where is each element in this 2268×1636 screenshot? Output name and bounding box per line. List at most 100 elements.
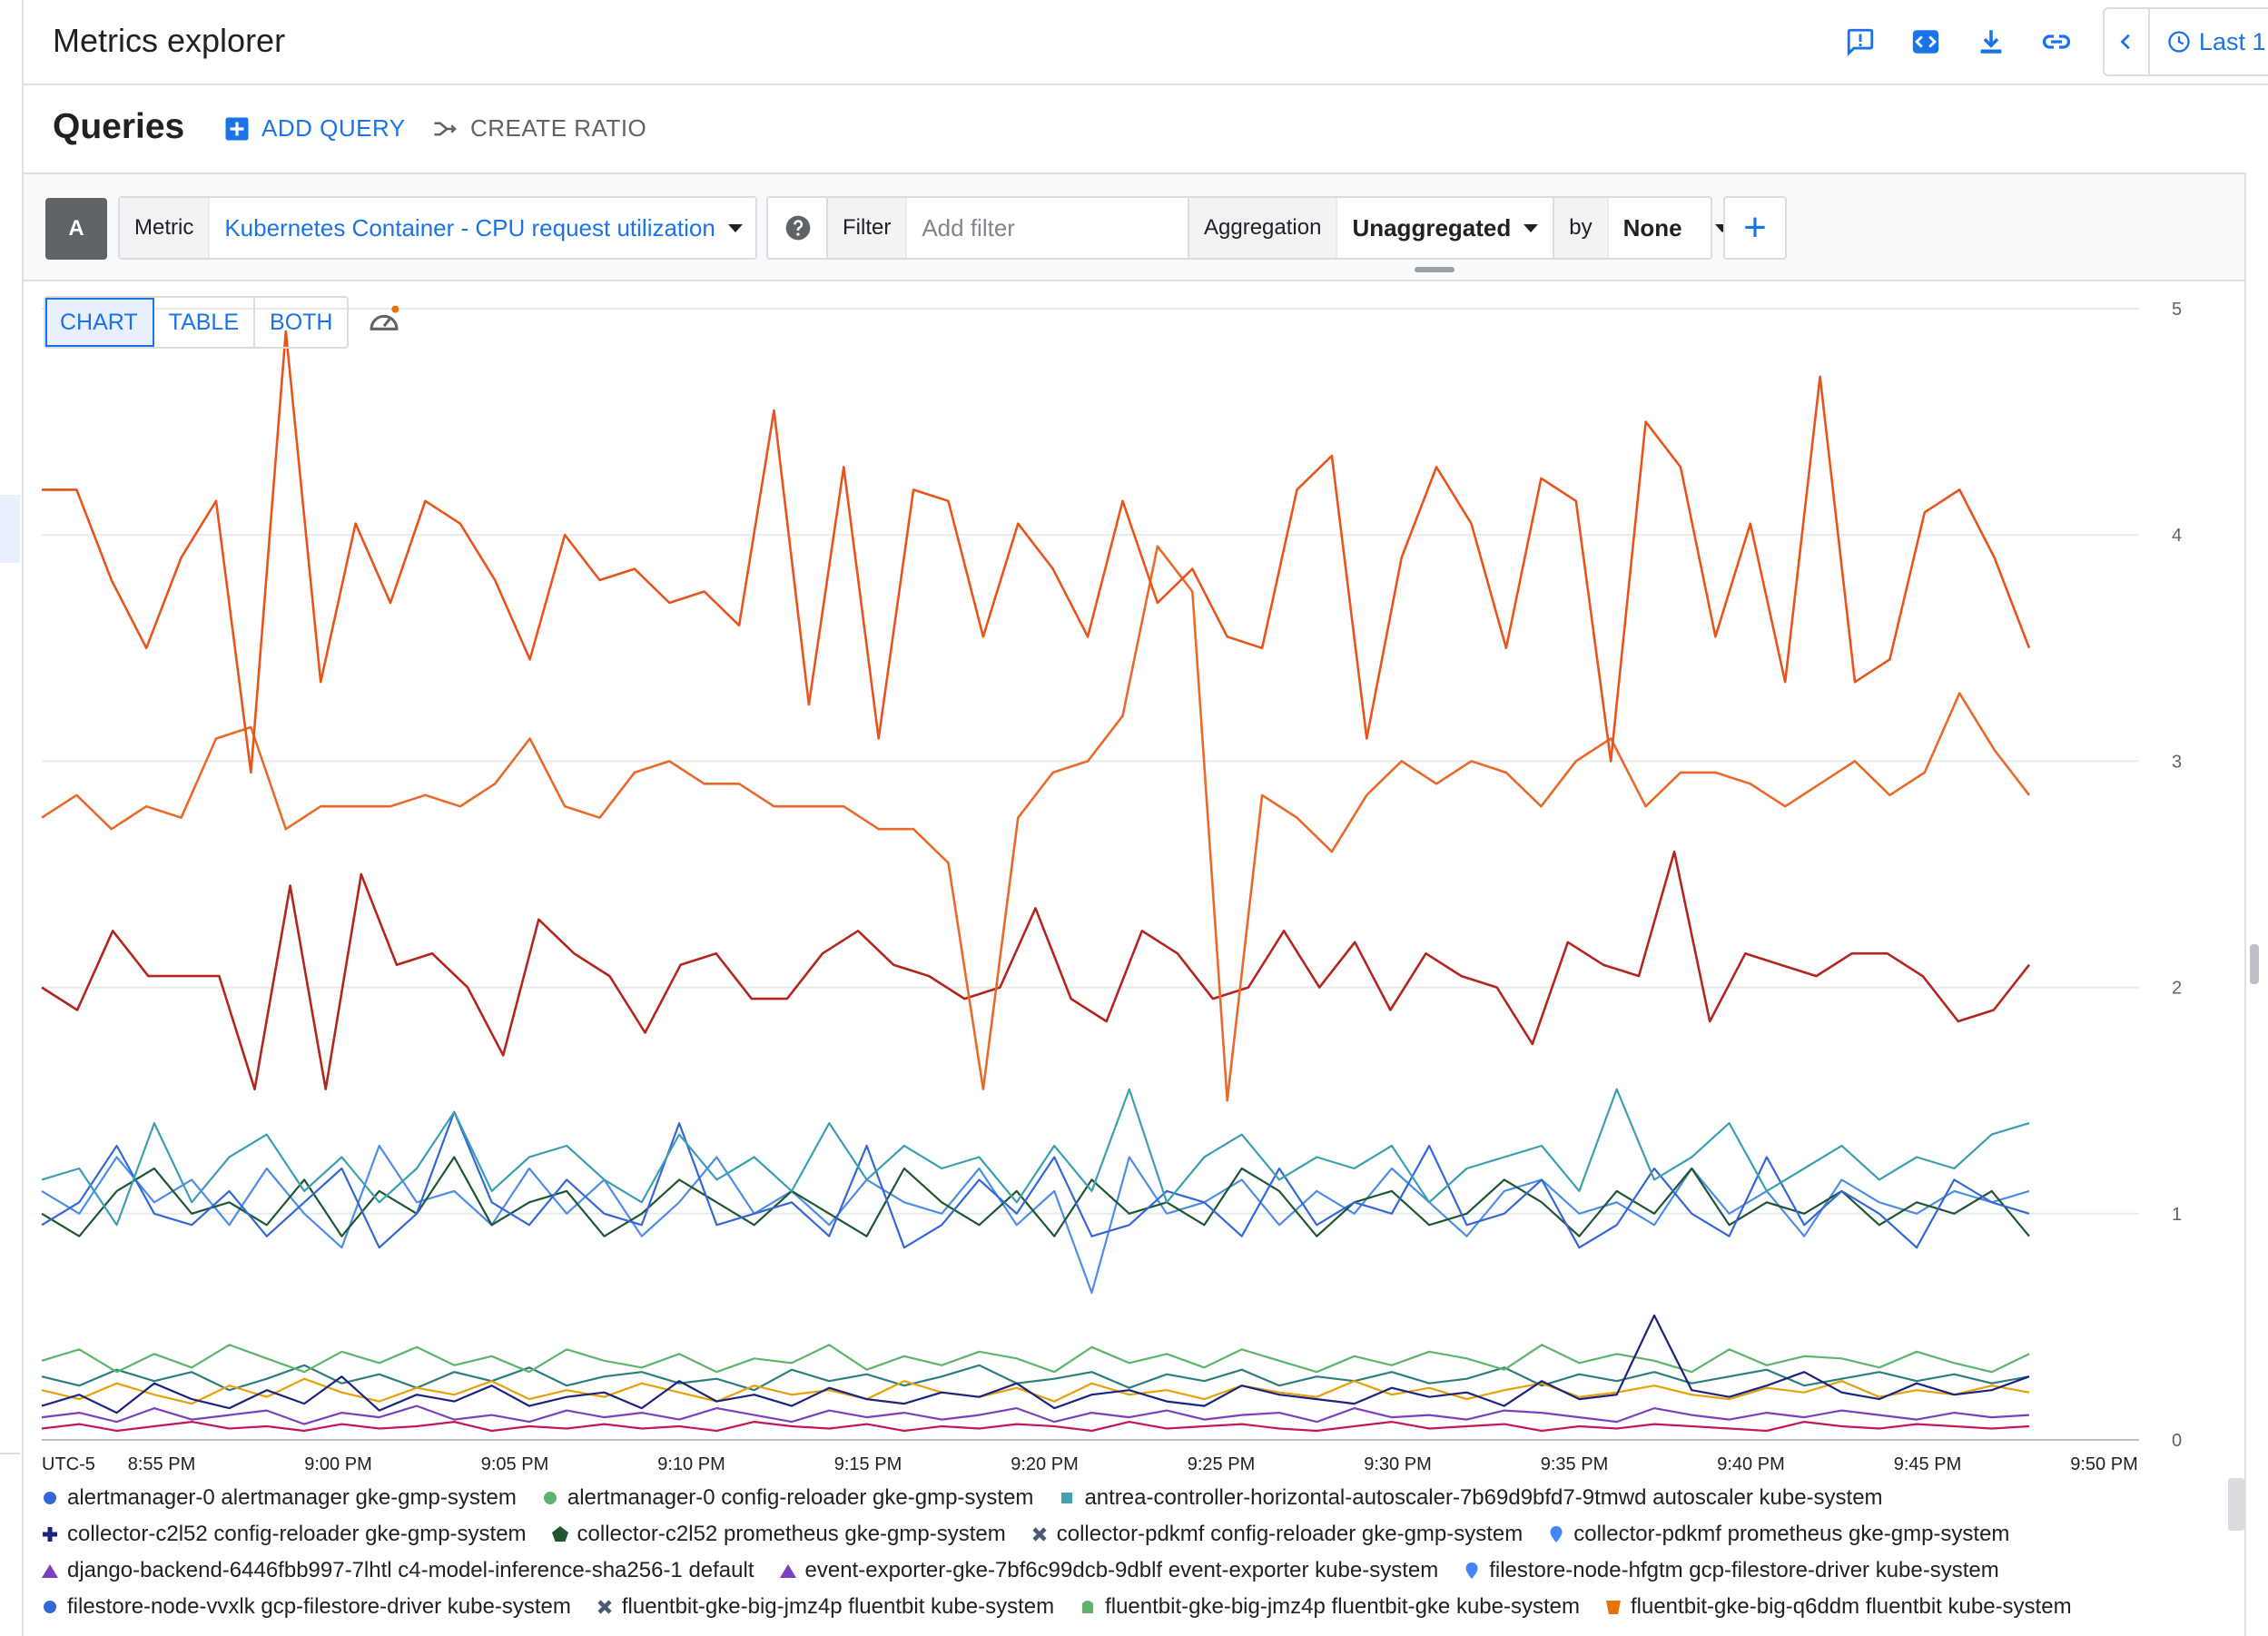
legend-item[interactable]: event-exporter-gke-7bf6c99dcb-9dblf even… [778, 1558, 1438, 1583]
create-ratio-button[interactable]: CREATE RATIO [432, 114, 646, 143]
scrollbar[interactable] [2250, 944, 2259, 984]
metric-value: Kubernetes Container - CPU request utili… [224, 213, 715, 241]
timezone-label: UTC-5 [42, 1454, 95, 1474]
time-range-selector: Last 1 h [2103, 7, 2268, 76]
legend-label: django-backend-6446fbb997-7lhtl c4-model… [67, 1558, 754, 1582]
legend-row: alertmanager-0 alertmanager gke-gmp-syst… [40, 1480, 2219, 1516]
x-tick-label: 9:20 PM [1011, 1454, 1078, 1474]
legend-item[interactable]: alertmanager-0 alertmanager gke-gmp-syst… [40, 1485, 517, 1511]
y-tick-label: 5 [2172, 300, 2182, 320]
link-icon[interactable] [2034, 20, 2079, 64]
help-icon[interactable] [766, 196, 830, 260]
x-tick-label: 8:55 PM [128, 1454, 195, 1474]
chart-settings-icon[interactable] [367, 305, 401, 340]
legend-label: fluentbit-gke-big-q6ddm fluentbit kube-s… [1630, 1594, 2072, 1619]
group-by-dropdown[interactable]: None [1609, 214, 1744, 242]
legend-item[interactable]: collector-c2l52 config-reloader gke-gmp-… [40, 1522, 527, 1547]
view-toggle: CHART TABLE BOTH [44, 296, 350, 349]
both-view-button[interactable]: BOTH [270, 309, 333, 335]
series-line [41, 1110, 2030, 1249]
legend-item[interactable]: filestore-node-vvxlk gcp-filestore-drive… [40, 1594, 571, 1620]
legend-item[interactable]: collector-pdkmf prometheus gke-gmp-syste… [1546, 1522, 2009, 1547]
legend-label: collector-pdkmf prometheus gke-gmp-syste… [1573, 1522, 2010, 1546]
legend-item[interactable]: fluentbit-gke-big-jmz4p fluentbit-gke ku… [1078, 1594, 1580, 1620]
left-rail-active-marker [0, 495, 20, 563]
legend-label: filestore-node-hfgtm gcp-filestore-drive… [1489, 1558, 1999, 1582]
bucket-legend-marker-icon [1603, 1597, 1623, 1617]
chevron-down-icon [1714, 223, 1730, 232]
resize-handle[interactable] [1415, 267, 1454, 272]
metrics-chart: 0 1 2 3 4 5 UTC-5 8:55 PM 9:00 PM 9:05 PM 9:10 PM 9… [41, 300, 2182, 1474]
filter-input[interactable]: Add filter [922, 213, 1015, 241]
legend-row: filestore-node-vvxlk gcp-filestore-drive… [40, 1589, 2219, 1625]
x-tick-label: 9:25 PM [1188, 1454, 1255, 1474]
top-bar: Metrics explorer Last 1 h [24, 0, 2268, 85]
add-box-icon [225, 117, 249, 140]
legend-item[interactable]: alertmanager-0 config-reloader gke-gmp-s… [540, 1485, 1034, 1511]
add-query-label: ADD QUERY [261, 114, 406, 142]
x-tick-label: 9:10 PM [657, 1454, 725, 1474]
triangle-legend-marker-icon [778, 1561, 798, 1581]
filter-label: Filter [828, 198, 908, 258]
series-line [41, 1088, 2030, 1227]
add-option-button[interactable]: + [1723, 196, 1787, 260]
merge-icon [434, 122, 457, 135]
add-query-button[interactable]: ADD QUERY [223, 114, 406, 143]
queries-title: Queries [53, 107, 185, 146]
legend-item[interactable]: collector-pdkmf config-reloader gke-gmp-… [1030, 1522, 1523, 1547]
cross-legend-marker-icon [595, 1597, 615, 1617]
square-legend-marker-icon [1057, 1488, 1077, 1508]
series-line [41, 1156, 2030, 1237]
legend-label: collector-c2l52 config-reloader gke-gmp-… [67, 1522, 527, 1546]
x-tick-label: 9:00 PM [304, 1454, 371, 1474]
x-tick-label: 9:05 PM [481, 1454, 548, 1474]
legend-label: fluentbit-gke-big-jmz4p fluentbit-gke ku… [1105, 1594, 1580, 1619]
chart-view-button[interactable]: CHART [45, 298, 154, 347]
legend-item[interactable]: fluentbit-gke-big-q6ddm fluentbit kube-s… [1603, 1594, 2072, 1620]
create-ratio-label: CREATE RATIO [470, 114, 647, 142]
metric-dropdown[interactable]: Kubernetes Container - CPU request utili… [210, 214, 757, 242]
y-tick-label: 3 [2172, 752, 2182, 772]
x-tick-label: 9:50 PM [2070, 1454, 2137, 1474]
x-tick-label: 9:30 PM [1364, 1454, 1431, 1474]
aggregation-dropdown[interactable]: Unaggregated [1337, 198, 1555, 258]
code-icon[interactable] [1903, 20, 1948, 64]
table-view-button[interactable]: TABLE [154, 298, 256, 347]
legend-scrollbar[interactable] [2228, 1478, 2244, 1531]
y-tick-label: 0 [2172, 1431, 2182, 1451]
circle-legend-marker-icon [40, 1488, 60, 1508]
time-range-button[interactable]: Last 1 h [2166, 28, 2268, 56]
query-a-editor: A Metric Kubernetes Container - CPU requ… [24, 174, 2268, 281]
chart-legend: alertmanager-0 alertmanager gke-gmp-syst… [40, 1480, 2219, 1625]
legend-item[interactable]: filestore-node-hfgtm gcp-filestore-drive… [1462, 1558, 1999, 1583]
aggregation-group: Aggregation Unaggregated by None [1188, 196, 1730, 260]
series-line [41, 1364, 2030, 1392]
query-letter-badge[interactable]: A [45, 198, 107, 260]
by-label: by [1554, 198, 1609, 258]
download-icon[interactable] [1968, 20, 2014, 64]
legend-label: filestore-node-vvxlk gcp-filestore-drive… [67, 1594, 571, 1619]
chevron-left-icon[interactable] [2105, 9, 2150, 74]
series-line [41, 1404, 2030, 1425]
legend-label: alertmanager-0 config-reloader gke-gmp-s… [567, 1485, 1034, 1510]
metric-selector[interactable]: Metric Kubernetes Container - CPU reques… [118, 196, 757, 260]
legend-item[interactable]: django-backend-6446fbb997-7lhtl c4-model… [40, 1558, 754, 1583]
series-line [41, 1144, 2030, 1295]
plus-icon: + [1743, 205, 1767, 250]
pin-legend-marker-icon [1462, 1561, 1482, 1581]
circle-legend-marker-icon [540, 1488, 560, 1508]
series-line [41, 1314, 2030, 1414]
chevron-down-icon [1524, 223, 1539, 232]
left-rail-divider [0, 1453, 20, 1482]
legend-item[interactable]: antrea-controller-horizontal-autoscaler-… [1057, 1485, 1883, 1511]
metric-label: Metric [120, 198, 211, 258]
page-title: Metrics explorer [53, 22, 286, 59]
filter-group: Filter Add filter [826, 196, 1200, 260]
feedback-icon[interactable] [1838, 20, 1883, 64]
queries-header: Queries ADD QUERY CREATE RATIO [24, 85, 2268, 174]
legend-label: fluentbit-gke-big-jmz4p fluentbit kube-s… [621, 1594, 1055, 1619]
legend-item[interactable]: fluentbit-gke-big-jmz4p fluentbit kube-s… [595, 1594, 1054, 1620]
legend-item[interactable]: collector-c2l52 prometheus gke-gmp-syste… [550, 1522, 1006, 1547]
series-line [41, 545, 2031, 1102]
legend-label: alertmanager-0 alertmanager gke-gmp-syst… [67, 1485, 517, 1510]
